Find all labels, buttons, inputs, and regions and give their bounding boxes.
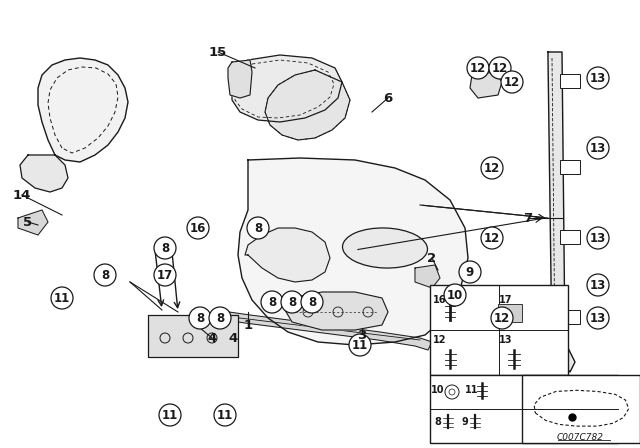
- Text: 11: 11: [352, 339, 368, 352]
- Text: 11: 11: [465, 385, 479, 395]
- Text: 8: 8: [254, 221, 262, 234]
- Polygon shape: [228, 60, 252, 98]
- Circle shape: [301, 291, 323, 313]
- Text: 12: 12: [504, 76, 520, 89]
- Circle shape: [154, 237, 176, 259]
- Text: 12: 12: [433, 335, 447, 345]
- Circle shape: [94, 264, 116, 286]
- Circle shape: [587, 227, 609, 249]
- Text: 3: 3: [357, 328, 367, 341]
- Circle shape: [587, 67, 609, 89]
- Text: 1: 1: [243, 319, 253, 332]
- Text: 16: 16: [190, 221, 206, 234]
- Text: 13: 13: [590, 232, 606, 245]
- Text: 11: 11: [54, 292, 70, 305]
- Polygon shape: [232, 55, 342, 122]
- Circle shape: [154, 264, 176, 286]
- Text: 8: 8: [161, 241, 169, 254]
- Circle shape: [491, 307, 513, 329]
- Text: 12: 12: [470, 61, 486, 74]
- Circle shape: [159, 404, 181, 426]
- Polygon shape: [415, 265, 440, 288]
- Text: 6: 6: [383, 91, 392, 104]
- Polygon shape: [470, 72, 502, 98]
- Polygon shape: [245, 228, 330, 282]
- Polygon shape: [18, 210, 48, 235]
- Polygon shape: [38, 58, 128, 162]
- Text: 17: 17: [499, 295, 513, 305]
- Text: 8: 8: [268, 296, 276, 309]
- Bar: [560, 160, 580, 174]
- Polygon shape: [548, 52, 575, 372]
- Circle shape: [444, 284, 466, 306]
- Circle shape: [481, 157, 503, 179]
- Polygon shape: [285, 292, 388, 330]
- Circle shape: [489, 57, 511, 79]
- Text: 15: 15: [209, 46, 227, 59]
- Circle shape: [349, 334, 371, 356]
- Text: 13: 13: [499, 335, 513, 345]
- Text: 14: 14: [13, 189, 31, 202]
- Polygon shape: [238, 158, 468, 345]
- Text: 4: 4: [207, 332, 216, 345]
- Text: 8: 8: [196, 311, 204, 324]
- Text: C007C782: C007C782: [557, 433, 604, 442]
- Circle shape: [587, 137, 609, 159]
- Bar: [560, 74, 580, 88]
- Circle shape: [481, 227, 503, 249]
- Text: 8: 8: [435, 417, 442, 427]
- Text: 7: 7: [524, 211, 532, 224]
- Circle shape: [281, 291, 303, 313]
- Polygon shape: [20, 155, 68, 192]
- Text: 13: 13: [590, 72, 606, 85]
- Text: 12: 12: [484, 232, 500, 245]
- Polygon shape: [265, 70, 350, 140]
- Circle shape: [261, 291, 283, 313]
- Circle shape: [214, 404, 236, 426]
- Circle shape: [247, 217, 269, 239]
- Text: 13: 13: [590, 142, 606, 155]
- Text: 16: 16: [433, 295, 447, 305]
- Bar: [498, 304, 522, 322]
- Bar: [560, 230, 580, 244]
- Text: 8: 8: [101, 268, 109, 281]
- Bar: [148, 315, 238, 357]
- Ellipse shape: [342, 228, 428, 268]
- Text: 5: 5: [24, 215, 33, 228]
- Text: 8: 8: [308, 296, 316, 309]
- Text: 12: 12: [494, 311, 510, 324]
- Bar: [430, 375, 618, 443]
- Text: 9: 9: [466, 266, 474, 279]
- Circle shape: [209, 307, 231, 329]
- Text: 13: 13: [590, 311, 606, 324]
- Text: 9: 9: [461, 417, 468, 427]
- Bar: [560, 310, 580, 324]
- Circle shape: [51, 287, 73, 309]
- Text: 10: 10: [431, 385, 445, 395]
- Polygon shape: [212, 310, 432, 350]
- Circle shape: [587, 307, 609, 329]
- Text: 13: 13: [590, 279, 606, 292]
- Circle shape: [501, 71, 523, 93]
- Circle shape: [587, 274, 609, 296]
- Text: 8: 8: [216, 311, 224, 324]
- Bar: [430, 285, 568, 375]
- Text: 10: 10: [447, 289, 463, 302]
- Circle shape: [459, 261, 481, 283]
- Bar: [522, 375, 640, 443]
- Text: 12: 12: [484, 161, 500, 175]
- Text: 8: 8: [288, 296, 296, 309]
- Circle shape: [189, 307, 211, 329]
- Text: 2: 2: [428, 251, 436, 264]
- Circle shape: [187, 217, 209, 239]
- Text: 17: 17: [157, 268, 173, 281]
- Text: 11: 11: [162, 409, 178, 422]
- Text: 12: 12: [492, 61, 508, 74]
- Text: 11: 11: [217, 409, 233, 422]
- Text: 4: 4: [228, 332, 237, 345]
- Circle shape: [467, 57, 489, 79]
